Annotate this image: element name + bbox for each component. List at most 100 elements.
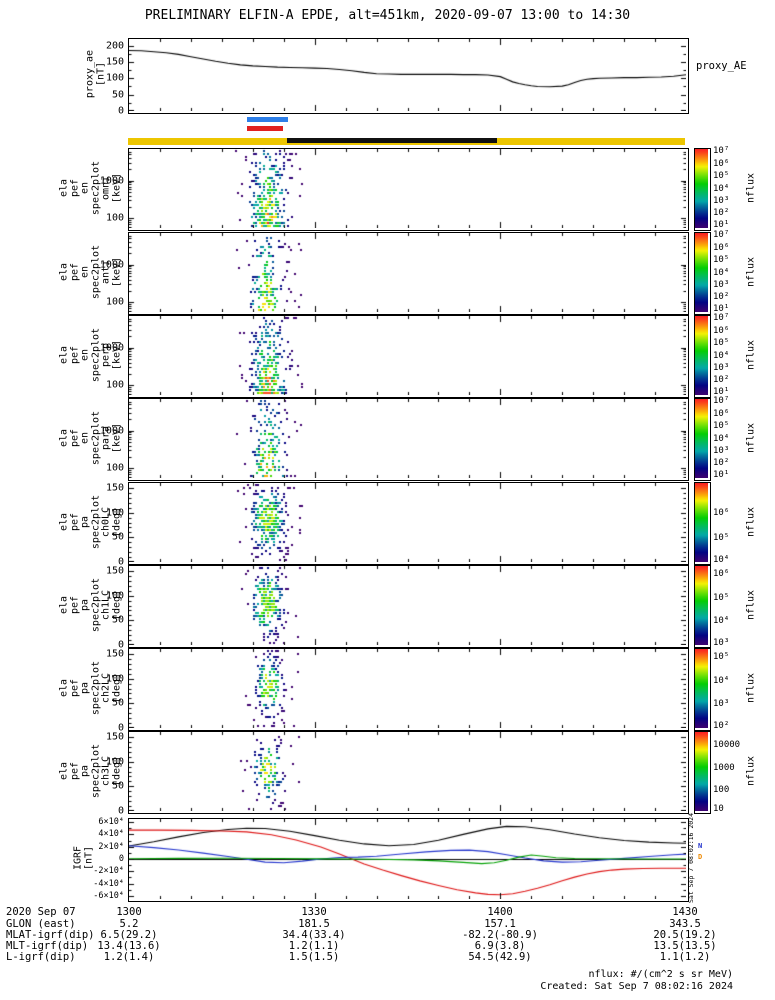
x-tick-label: 1300 (116, 906, 142, 918)
y-tick-label: 50 (111, 780, 124, 792)
colorbar-title-omni: nflux (745, 172, 757, 204)
spectrogram-para (129, 399, 686, 478)
table-cell: 20.5(19.2) (653, 929, 717, 941)
date-label: 2020 Sep 07 (6, 906, 76, 918)
row-label: MLT-igrf(dip) (6, 940, 89, 952)
igrf-component-mark: N (698, 842, 703, 850)
colorbar-gradient (695, 732, 708, 811)
table-cell: 34.4(33.4) (282, 929, 346, 941)
colorbar-tick-label: 10⁷ (713, 146, 730, 157)
spectrogram-ch3lc (129, 732, 686, 811)
colorbar-gradient (695, 649, 708, 728)
table-row-glon: GLON (east) 5.2 181.5 157.1 343.5 (0, 918, 775, 930)
colorbar-tick-label: 10¹ (713, 304, 730, 315)
spectrogram-panel-omni (128, 148, 689, 231)
table-row-mlt: MLT-igrf(dip) 13.4(13.6) 1.2(1.1) 6.9(3.… (0, 940, 775, 952)
igrf-axis-label: IGRF [nT] (72, 845, 95, 871)
colorbar-perp (694, 315, 711, 398)
colorbar-tick-label: 10² (713, 207, 730, 218)
table-cell: 1.2(1.4) (103, 951, 155, 963)
plot-footer: nflux: #/(cm^2 s sr MeV) Created: Sat Se… (540, 969, 733, 993)
y-tick-label: 100 (105, 72, 124, 84)
y-tick-label: 2×10⁴ (98, 841, 124, 852)
colorbar-tick-label: 10⁴ (713, 183, 730, 194)
row-label: L-igrf(dip) (6, 951, 76, 963)
spectrogram-panel-ch3lc (128, 731, 689, 814)
colorbar-title-ch3lc: nflux (745, 755, 757, 787)
table-cell: 54.5(42.9) (468, 951, 532, 963)
colorbar-tick-label: 10⁶ (713, 508, 730, 519)
y-tick-label: 0 (117, 639, 124, 651)
colorbar-tick-label: 10⁵ (713, 533, 730, 544)
colorbar-tick-label: 10³ (713, 699, 730, 710)
y-tick-label: 150 (105, 565, 124, 577)
colorbar-tick-label: 10⁴ (713, 616, 730, 627)
spectrogram-panel-perp (128, 315, 689, 398)
table-cell: 6.5(29.2) (100, 929, 158, 941)
colorbar-tick-label: 10² (713, 720, 730, 731)
colorbar-tick-label: 10 (713, 803, 724, 814)
y-tick-label: 200 (105, 40, 124, 52)
colorbar-tick-label: 10¹ (713, 387, 730, 398)
igrf-line-plot (129, 819, 686, 899)
table-cell: 181.5 (298, 918, 330, 930)
colorbar-tick-label: 10² (713, 291, 730, 302)
y-tick-label: 100 (105, 673, 124, 685)
table-cell: -82.2(-80.9) (462, 929, 538, 941)
colorbar-tick-label: 10⁷ (713, 396, 730, 407)
spectrogram-panel-ch2lc (128, 648, 689, 731)
colorbar-title-ch0lc: nflux (745, 506, 757, 538)
colorbar-tick-label: 10⁵ (713, 420, 730, 431)
colorbar-tick-label: 10³ (713, 362, 730, 373)
colorbar-gradient (695, 566, 708, 645)
table-cell: 13.5(13.5) (653, 940, 717, 952)
availability-bar-red (247, 126, 284, 131)
colorbar-para (694, 398, 711, 481)
table-cell: 1.2(1.1) (288, 940, 340, 952)
anti-axis-label: ela pef en spec2plot anti [keV] (58, 244, 123, 300)
y-tick-label: 150 (105, 731, 124, 743)
spectrogram-anti (129, 233, 686, 312)
table-cell: 5.2 (119, 918, 139, 930)
spectrogram-panel-para (128, 398, 689, 481)
y-tick-label: 100 (105, 507, 124, 519)
para-axis-label: ela pef en spec2plot para [keV] (58, 410, 123, 466)
colorbar-ch3lc (694, 731, 711, 814)
colorbar-tick-label: 10¹ (713, 220, 730, 231)
colorbar-gradient (695, 233, 708, 312)
colorbar-tick-label: 10⁴ (713, 554, 730, 565)
spectrogram-panel-ch0lc (128, 482, 689, 565)
table-row-time: 2020 Sep 07 1300 1330 1400 1430 (0, 906, 775, 918)
spectrogram-panel-ch1lc (128, 565, 689, 648)
omni-axis-label: ela pef en spec2plot omni [keV] (58, 160, 123, 216)
y-tick-label: 100 (105, 296, 124, 308)
colorbar-tick-label: 10⁴ (713, 675, 730, 686)
spectrogram-ch1lc (129, 566, 686, 645)
table-row-lshell: L-igrf(dip) 1.2(1.4) 1.5(1.5) 54.5(42.9)… (0, 951, 775, 963)
flux-units-note: nflux: #/(cm^2 s sr MeV) (588, 969, 734, 980)
colorbar-gradient (695, 316, 708, 395)
colorbar-tick-label: 1000 (713, 762, 735, 773)
y-tick-label: 50 (111, 531, 124, 543)
spectrogram-ch2lc (129, 649, 686, 728)
colorbar-tick-label: 10³ (713, 445, 730, 456)
y-tick-label: 50 (111, 614, 124, 626)
y-tick-label: 100 (105, 756, 124, 768)
colorbar-tick-label: 10⁶ (713, 158, 730, 169)
y-tick-label: 100 (105, 379, 124, 391)
colorbar-tick-label: 10⁷ (713, 313, 730, 324)
table-row-mlat: MLAT-igrf(dip) 6.5(29.2) 34.4(33.4) -82.… (0, 929, 775, 941)
x-tick-label: 1430 (672, 906, 698, 918)
y-tick-label: 50 (111, 697, 124, 709)
colorbar-gradient (695, 149, 708, 228)
igrf-component-mark: D (698, 853, 703, 861)
y-tick-label: -2×10⁴ (93, 866, 124, 877)
colorbar-omni (694, 148, 711, 231)
plot-title: PRELIMINARY ELFIN-A EPDE, alt=451km, 202… (144, 8, 631, 23)
y-tick-label: 6×10⁴ (98, 817, 124, 828)
y-tick-label: 1000 (99, 342, 124, 354)
y-tick-label: 100 (105, 462, 124, 474)
table-cell: 157.1 (484, 918, 516, 930)
table-cell: 1.5(1.5) (288, 951, 340, 963)
colorbar-ch1lc (694, 565, 711, 648)
